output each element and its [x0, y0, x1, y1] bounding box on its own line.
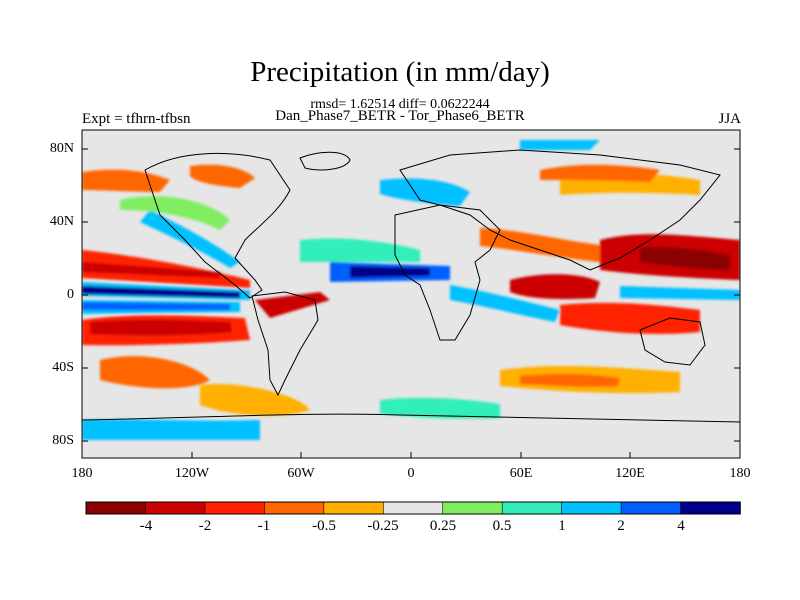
axis-ticks [81, 148, 741, 458]
colorbar-swatch-2 [145, 501, 206, 515]
experiment-label: Expt = tfhrn-tfbsn [82, 111, 191, 127]
colorbar-swatch-7 [442, 501, 503, 515]
colorbar-label-8: 1 [558, 518, 566, 534]
colorbar-label-5: -0.25 [367, 518, 399, 534]
lon-tick-180e: 180 [729, 466, 751, 481]
lat-tick-40s: 40S [52, 360, 74, 375]
coastlines [82, 149, 740, 423]
colorbar-swatch-1 [85, 501, 147, 515]
colorbar-swatch-4 [264, 501, 325, 515]
lon-tick-120e: 120E [615, 466, 645, 481]
colorbar-label-2: -2 [198, 518, 212, 534]
colorbar-label-4: -0.5 [312, 518, 336, 534]
lat-tick-80n: 80N [49, 141, 74, 156]
lon-tick-60e: 60E [509, 466, 533, 481]
lon-tick-180w: 180 [71, 466, 93, 481]
colorbar-label-1: -4 [139, 518, 153, 534]
colorbar-label-9: 2 [617, 518, 625, 534]
lon-tick-120w: 120W [174, 466, 210, 481]
stats-subtitle: rmsd= 1.62514 diff= 0.0622244 [310, 97, 490, 112]
colorbar-label-3: -1 [257, 518, 271, 534]
colorbar-swatch-3 [204, 501, 266, 515]
colorbar-swatch-5 [323, 501, 385, 515]
lat-tick-0: 0 [67, 287, 74, 302]
chart-title: Precipitation (in mm/day) [250, 56, 550, 88]
colorbar-swatch-6 [382, 501, 444, 515]
colorbar-swatch-9 [561, 501, 622, 515]
lat-tick-80s: 80S [52, 433, 74, 448]
colorbar-swatch-11 [680, 501, 741, 515]
colorbar-frame [85, 501, 741, 515]
lat-tick-40n: 40N [49, 214, 74, 229]
precipitation-field [82, 130, 740, 458]
colorbar-swatch-10 [620, 501, 682, 515]
colorbar-label-6: 0.25 [429, 518, 457, 534]
colorbar [85, 501, 741, 515]
colorbar-label-10: 4 [677, 518, 685, 534]
experiments-subtitle: Dan_Phase7_BETR - Tor_Phase6_BETR [275, 108, 525, 124]
colorbar-swatch-8 [501, 501, 563, 515]
colorbar-label-7: 0.5 [492, 518, 512, 534]
season-label: JJA [718, 111, 741, 127]
lon-tick-0: 0 [407, 466, 415, 481]
lon-tick-60w: 60W [287, 466, 315, 481]
